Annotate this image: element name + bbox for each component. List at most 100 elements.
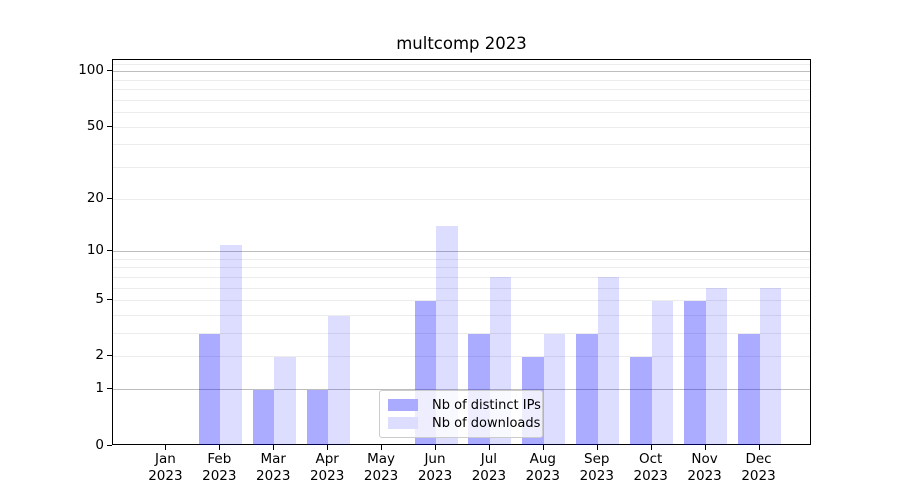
x-tick-label-oct: Oct 2023 — [619, 451, 683, 485]
bar-distinct-ips-apr — [306, 389, 329, 445]
major-gridline — [113, 71, 810, 73]
y-tick-label-2: 2 — [95, 347, 104, 364]
minor-gridline — [113, 315, 810, 317]
legend-entry-downloads: Nb of downloads — [388, 414, 540, 432]
x-tick-label-dec: Dec 2023 — [727, 451, 791, 485]
x-tick-month: Oct — [639, 451, 663, 467]
x-tick-sep — [596, 445, 598, 450]
x-tick-year: 2023 — [363, 468, 399, 484]
minor-gridline — [113, 356, 810, 358]
x-tick-dec — [758, 445, 760, 450]
bar-downloads-aug — [543, 333, 566, 445]
bar-distinct-ips-nov — [684, 300, 706, 445]
x-tick-aug — [542, 445, 544, 450]
bar-downloads-feb — [220, 244, 242, 445]
x-tick-jun — [435, 445, 436, 450]
y-tick-100 — [107, 70, 112, 72]
minor-gridline — [113, 144, 810, 146]
x-tick-month: Jan — [154, 451, 176, 467]
legend: Nb of distinct IPs Nb of downloads — [379, 390, 543, 438]
x-tick-apr — [327, 445, 329, 450]
x-tick-label-may: May 2023 — [349, 451, 413, 485]
plot-area: Nb of distinct IPs Nb of downloads — [112, 59, 811, 445]
x-tick-year: 2023 — [579, 468, 614, 484]
bar-distinct-ips-feb — [198, 333, 221, 445]
x-tick-month: Feb — [207, 451, 232, 467]
x-tick-may — [381, 445, 383, 450]
x-tick-label-mar: Mar 2023 — [241, 451, 305, 485]
x-tick-label-jan: Jan 2023 — [133, 451, 197, 485]
y-tick-1 — [107, 388, 112, 390]
x-tick-year: 2023 — [741, 468, 776, 484]
x-tick-month: Dec — [745, 451, 772, 467]
legend-label-distinct-ips: Nb of distinct IPs — [432, 397, 541, 413]
minor-gridline — [113, 79, 810, 81]
x-tick-feb — [219, 445, 221, 450]
y-tick-20 — [107, 197, 112, 199]
minor-gridline — [113, 167, 810, 169]
x-tick-month: Apr — [315, 451, 339, 467]
minor-gridline — [113, 258, 810, 260]
bar-distinct-ips-oct — [630, 356, 652, 445]
x-tick-mar — [273, 445, 275, 450]
minor-gridline — [113, 126, 810, 128]
x-tick-year: 2023 — [525, 468, 560, 484]
x-tick-month: Aug — [529, 451, 557, 467]
x-tick-label-feb: Feb 2023 — [187, 451, 251, 485]
y-tick-label-20: 20 — [86, 189, 104, 206]
x-tick-year: 2023 — [417, 468, 453, 484]
bar-downloads-mar — [274, 356, 296, 445]
legend-swatch-downloads-icon — [388, 417, 418, 429]
x-tick-month: Nov — [691, 451, 718, 467]
x-tick-month: May — [367, 451, 396, 467]
x-tick-year: 2023 — [687, 468, 722, 484]
x-tick-jan — [165, 445, 167, 450]
x-tick-label-jun: Jun 2023 — [403, 451, 467, 485]
bar-distinct-ips-sep — [576, 333, 598, 445]
x-tick-month: Mar — [260, 451, 286, 467]
bar-downloads-apr — [328, 315, 350, 445]
bar-distinct-ips-dec — [738, 333, 760, 445]
y-tick-label-5: 5 — [95, 291, 104, 308]
bar-downloads-nov — [705, 288, 728, 445]
x-tick-label-aug: Aug 2023 — [511, 451, 575, 485]
x-tick-oct — [650, 445, 652, 450]
x-tick-label-apr: Apr 2023 — [295, 451, 359, 485]
bar-downloads-dec — [759, 288, 782, 445]
major-gridline — [113, 251, 810, 253]
legend-entry-distinct-ips: Nb of distinct IPs — [388, 396, 541, 414]
x-tick-year: 2023 — [148, 468, 183, 484]
x-tick-jul — [488, 445, 490, 450]
minor-gridline — [113, 287, 810, 289]
x-tick-label-nov: Nov 2023 — [673, 451, 737, 485]
x-tick-nov — [704, 445, 706, 450]
x-tick-month: Sep — [584, 451, 610, 467]
x-tick-year: 2023 — [202, 468, 237, 484]
y-tick-0 — [107, 444, 112, 446]
minor-gridline — [113, 112, 810, 114]
bar-downloads-oct — [651, 300, 674, 445]
minor-gridline — [113, 63, 810, 65]
x-tick-month: Jun — [424, 451, 446, 467]
x-tick-year: 2023 — [309, 468, 345, 484]
y-tick-label-1: 1 — [95, 380, 104, 397]
legend-swatch-distinct-ips-icon — [388, 399, 418, 411]
x-tick-year: 2023 — [633, 468, 668, 484]
major-gridline — [113, 389, 810, 391]
minor-gridline — [113, 276, 810, 278]
y-tick-50 — [107, 125, 112, 127]
x-tick-year: 2023 — [256, 468, 291, 484]
y-tick-label-10: 10 — [86, 242, 104, 259]
x-tick-year: 2023 — [471, 468, 507, 484]
y-tick-label-50: 50 — [86, 117, 104, 134]
legend-label-downloads: Nb of downloads — [432, 415, 541, 431]
minor-gridline — [113, 99, 810, 101]
y-tick-5 — [107, 299, 112, 301]
y-tick-label-100: 100 — [78, 62, 104, 79]
x-tick-month: Jul — [480, 451, 498, 467]
minor-gridline — [113, 89, 810, 91]
minor-gridline — [113, 333, 810, 335]
bar-distinct-ips-mar — [252, 389, 275, 445]
minor-gridline — [113, 267, 810, 269]
bar-downloads-sep — [597, 277, 620, 445]
